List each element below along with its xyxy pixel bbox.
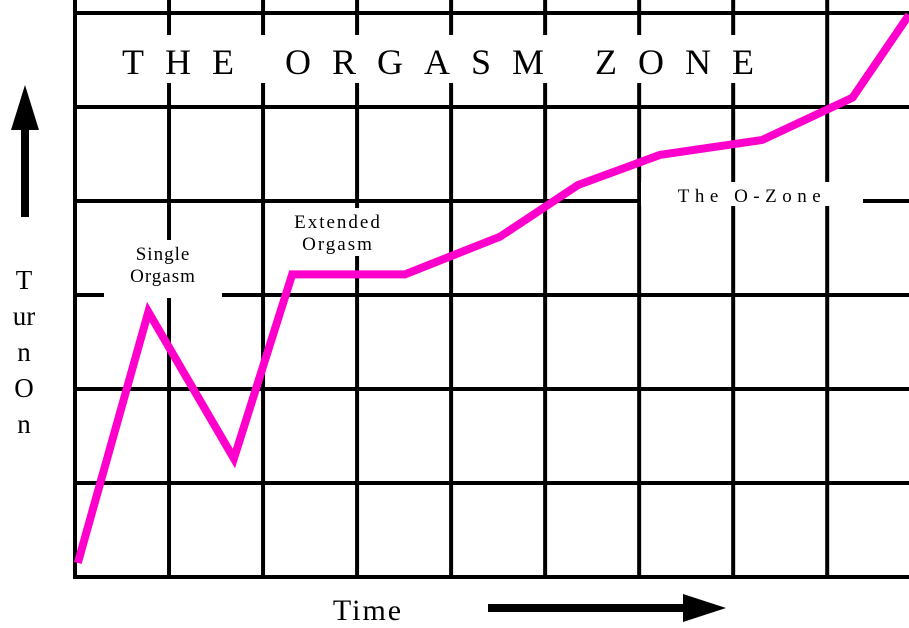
annotation-box	[278, 208, 398, 256]
annotation: Single	[136, 244, 191, 265]
annotation-box	[641, 182, 863, 206]
annotation: Extended	[294, 212, 382, 233]
x-axis-label: Time	[333, 594, 403, 627]
up-arrow-head	[11, 85, 39, 130]
chart-title: THE ORGASM ZONE	[122, 42, 775, 82]
y-axis-label: Turn On	[12, 265, 36, 439]
annotation: Orgasm	[130, 266, 196, 287]
annotation: The O-Zone	[678, 186, 826, 207]
data-line	[73, 12, 909, 564]
up-arrow-shaft	[21, 125, 29, 217]
annotation-box	[104, 240, 222, 298]
title-box	[100, 35, 745, 83]
right-arrow-head	[683, 594, 726, 622]
annotation: Orgasm	[302, 234, 374, 255]
right-arrow-shaft	[488, 604, 688, 612]
